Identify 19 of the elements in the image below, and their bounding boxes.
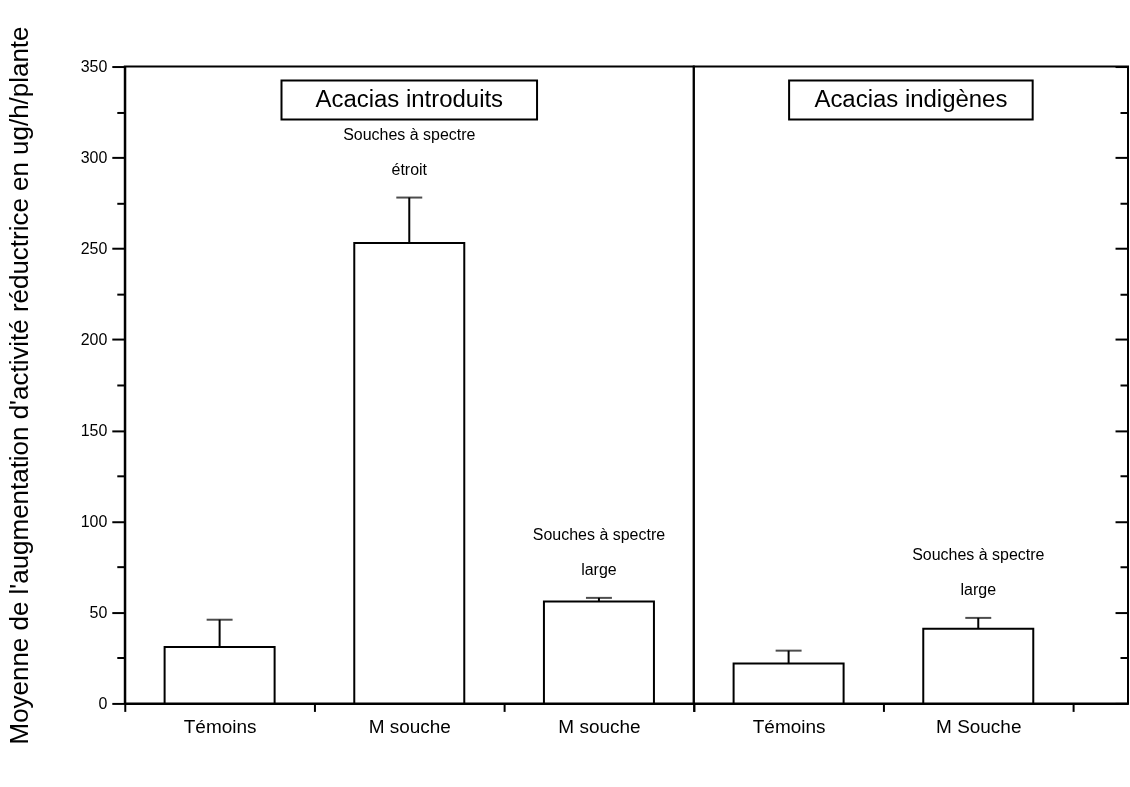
text: Acacias introduits <box>315 85 504 113</box>
x-tick-label: M Souche <box>936 715 1022 737</box>
annotation: Souches à spectre large <box>912 545 1045 598</box>
x-tick-label: Témoins <box>183 715 257 737</box>
y-tick-label: 100 <box>80 512 108 530</box>
x-tick-label: M souche <box>368 715 451 737</box>
y-tick-label: 0 <box>98 694 108 712</box>
x-tick-label: M souche <box>558 715 641 737</box>
y-axis-title: Moyenne de l'augmentation d'activité réductrice en ug/h/plante <box>4 26 33 745</box>
text: Acacias indigènes <box>814 85 1008 113</box>
x-tick-label: Témoins <box>752 715 826 737</box>
annotation: Souches à spectre étroit <box>343 125 476 178</box>
y-tick-label: 300 <box>80 149 108 167</box>
y-tick-label: 50 <box>89 603 108 621</box>
y-tick-label: 200 <box>80 330 108 348</box>
y-tick-label: 250 <box>80 240 108 257</box>
y-tick-label: 150 <box>80 421 108 439</box>
annotation: Souches à spectre large <box>532 525 666 578</box>
y-tick-label: 350 <box>80 58 108 76</box>
